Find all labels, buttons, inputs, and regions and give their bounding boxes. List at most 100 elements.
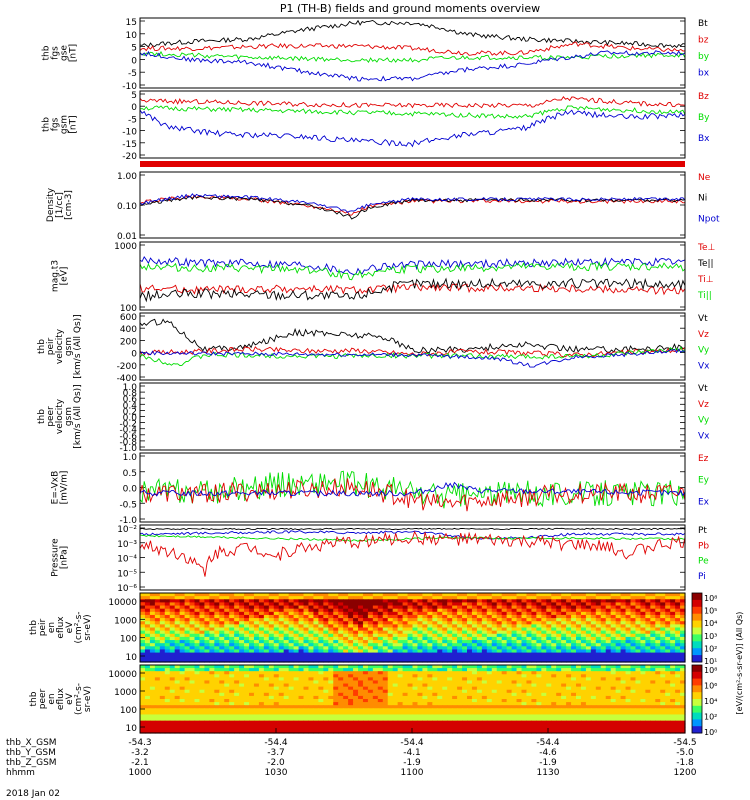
spectrogram-cell xyxy=(392,692,399,697)
spectrogram-cell xyxy=(546,655,552,660)
spectrogram-cell xyxy=(680,652,686,657)
spectrogram-cell xyxy=(194,717,201,722)
spectrogram-cell xyxy=(328,723,334,728)
spectrogram-cell xyxy=(382,692,389,697)
spectrogram-cell xyxy=(194,689,201,694)
spectrogram-cell xyxy=(278,655,285,660)
spectrogram-cell xyxy=(209,605,215,610)
spectrogram-cell xyxy=(204,702,210,706)
spectrogram-cell xyxy=(407,717,414,722)
spectrogram-cell xyxy=(298,605,305,610)
spectrogram-cell xyxy=(571,658,577,663)
spectrogram-cell xyxy=(655,683,661,688)
spectrogram-cell xyxy=(323,630,329,635)
spectrogram-cell xyxy=(214,636,220,641)
spectrogram-cell xyxy=(348,689,354,694)
spectrogram-cell xyxy=(670,695,676,700)
spectrogram-cell xyxy=(531,702,537,706)
spectrogram-cell xyxy=(571,668,577,672)
spectrogram-cell xyxy=(298,726,305,731)
spectrogram-cell xyxy=(328,683,334,688)
spectrogram-cell xyxy=(620,717,627,722)
spectrogram-cell xyxy=(313,646,319,651)
spectrogram-cell xyxy=(263,646,270,651)
spectrogram-cell xyxy=(561,714,567,719)
spectrogram-cell xyxy=(249,720,255,725)
spectrogram-cell xyxy=(437,677,443,682)
spectrogram-cell xyxy=(585,649,592,654)
spectrogram-cell xyxy=(258,618,265,622)
spectrogram-cell xyxy=(437,671,443,675)
spectrogram-cell xyxy=(481,658,488,663)
spectrogram-cell xyxy=(541,695,547,700)
spectrogram-cell xyxy=(140,640,146,644)
spectrogram-cell xyxy=(546,717,552,722)
spectrogram-cell xyxy=(432,593,438,597)
spectrogram-cell xyxy=(174,658,181,663)
spectrogram-cell xyxy=(353,593,359,597)
spectrogram-cell xyxy=(556,671,562,675)
spectrogram-cell xyxy=(457,596,463,600)
spectrogram-cell xyxy=(283,640,290,644)
spectrogram-cell xyxy=(437,683,443,688)
spectrogram-cell xyxy=(189,726,196,731)
spectrogram-cell xyxy=(640,636,646,641)
spectrogram-cell xyxy=(367,671,374,675)
spectrogram-cell xyxy=(159,689,166,694)
spectrogram-cell xyxy=(209,671,215,675)
spectrogram-cell xyxy=(442,677,448,682)
spectrogram-cell xyxy=(318,643,324,647)
spectrogram-cell xyxy=(551,636,557,641)
spectrogram-cell xyxy=(343,618,349,622)
spectrogram-cell xyxy=(328,699,334,703)
spectrogram-cell xyxy=(199,720,205,725)
spectrogram-cell xyxy=(670,665,676,669)
spectrogram-cell xyxy=(462,602,468,607)
spectrogram-cell xyxy=(313,611,319,616)
spectrogram-cell xyxy=(546,636,552,641)
spectrogram-cell xyxy=(159,646,166,651)
spectrogram-cell xyxy=(362,655,369,660)
spectrogram-cell xyxy=(253,686,260,691)
spectrogram-cell xyxy=(169,593,176,597)
spectrogram-cell xyxy=(224,643,230,647)
spectrogram-cell xyxy=(675,720,681,725)
spectrogram-cell xyxy=(561,695,567,700)
spectrogram-cell xyxy=(462,624,468,629)
spectrogram-cell xyxy=(288,668,295,672)
spectrogram-cell xyxy=(605,624,612,629)
spectrogram-cell xyxy=(531,683,537,688)
spectrogram-cell xyxy=(179,618,186,622)
spectrogram-cell xyxy=(154,671,161,675)
spectrogram-cell xyxy=(427,599,433,604)
spectrogram-cell xyxy=(432,618,438,622)
spectrogram-cell xyxy=(164,593,171,597)
spectrogram-cell xyxy=(189,599,196,604)
spectrogram-cell xyxy=(283,633,290,638)
spectrogram-cell xyxy=(551,621,557,625)
spectrogram-cell xyxy=(214,689,220,694)
spectrogram-cell xyxy=(501,630,508,635)
spectrogram-cell xyxy=(536,646,542,651)
spectrogram-cell xyxy=(481,643,488,647)
spectrogram-cell xyxy=(506,655,513,660)
spectrogram-cell xyxy=(140,689,146,694)
spectrogram-cell xyxy=(610,723,617,728)
spectrogram-cell xyxy=(576,646,582,651)
spectrogram-cell xyxy=(249,602,255,607)
spectrogram-cell xyxy=(580,636,587,641)
spectrogram-cell xyxy=(432,686,438,691)
spectrogram-cell xyxy=(655,640,661,644)
spectrogram-cell xyxy=(501,711,508,716)
spectrogram-cell xyxy=(204,608,210,613)
spectrogram-cell xyxy=(670,630,676,635)
spectrogram-cell xyxy=(387,646,394,651)
spectrogram-cell xyxy=(412,705,419,709)
spectrogram-cell xyxy=(268,605,275,610)
spectrogram-cell xyxy=(169,729,176,734)
spectrogram-cell xyxy=(675,680,681,685)
spectrogram-cell xyxy=(234,640,240,644)
spectrogram-cell xyxy=(561,618,567,622)
spectrogram-cell xyxy=(234,695,240,700)
spectrogram-cell xyxy=(268,708,275,712)
